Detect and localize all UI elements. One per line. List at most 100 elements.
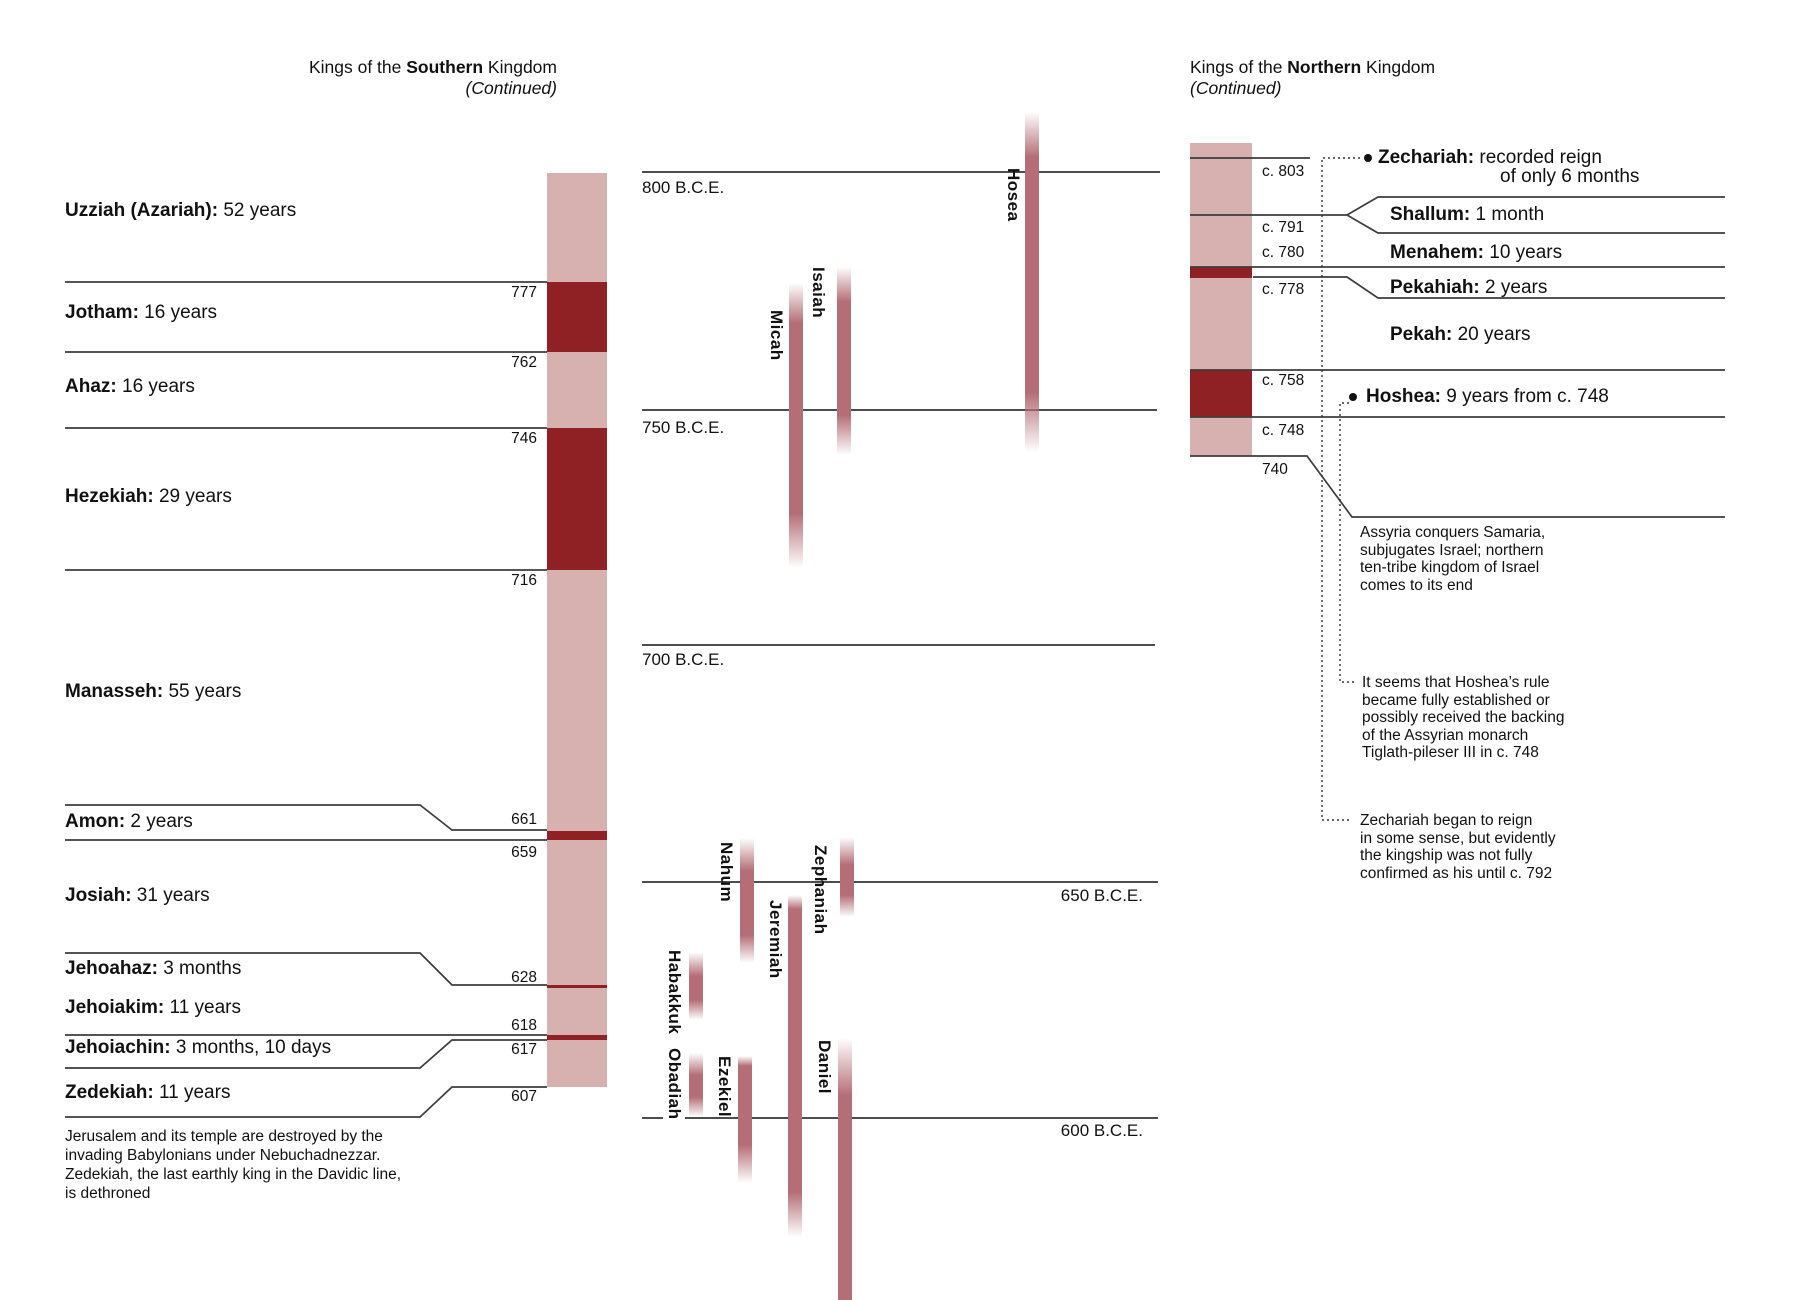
prophet-bar [738,1056,752,1183]
zechariah-dotted-connector [1321,157,1360,821]
hoshea-rule-note: It seems that Hoshea’s rule became fully … [1362,674,1564,762]
king-name: Zechariah: [1378,147,1475,168]
bce-label: 750 B.C.E. [642,418,725,437]
king-reign-length: 3 months, 10 days [170,1037,332,1058]
southern-reign-pink-segment [547,987,607,1035]
note-line: Zedekiah, the last earthly king in the D… [65,1166,402,1183]
king-name: Hezekiah: [65,486,154,507]
note-line: confirmed as his until c. 792 [1360,864,1553,882]
bce-label: 800 B.C.E. [642,178,725,197]
southern-title-line2: (Continued) [465,78,557,98]
note-line: comes to its end [1360,576,1473,594]
note-line: ten-tribe kingdom of Israel [1360,559,1540,576]
king-reign-length: 11 years [153,1082,231,1103]
line-c778 [1253,276,1725,299]
southern-date-label: 628 [511,969,537,986]
bce-label: 650 B.C.E. [1060,886,1143,905]
king-name: Ahaz: [65,376,117,397]
northern-date-label: c. 748 [1262,422,1305,439]
southern-reign-dark-red-segment [547,831,607,840]
king-reign-length: 52 years [218,200,297,221]
king-reign-length: 11 years [164,997,242,1018]
southern-reign-pink-segment [547,570,607,831]
southern-title-line1: Kings of the Southern Kingdom [308,57,557,77]
king-name: Uzziah (Azariah): [65,200,219,221]
southern-reign-dark-red-segment [547,282,607,352]
northern-date-label: c. 803 [1262,163,1305,180]
northern-king-label: Zechariah: recorded reign [1378,147,1602,169]
northern-king-label: Pekah: 20 years [1390,324,1530,346]
southern-king-label: Jehoiachin: 3 months, 10 days [65,1037,331,1059]
southern-reign-pink-segment [547,840,607,985]
southern-reign-dark-red-segment [547,1035,607,1040]
prophet-bar [1025,112,1039,452]
note-line: possibly received the backing [1362,709,1565,726]
prophet-bar [840,837,854,917]
prophet-bar [689,952,703,1020]
prophet-label: Isaiah [809,267,828,319]
northern-reign-pink-segment [1190,143,1252,267]
note-line: Assyria conquers Samaria, [1360,524,1546,541]
line-617 [65,1039,547,1069]
king-name: Jehoiachin: [65,1037,171,1058]
king-reign-length: 20 years [1452,324,1531,345]
northern-reign-pink-segment [1190,417,1252,456]
prophet-label: Ezekiel [715,1056,734,1118]
zechariah-bullet-icon [1364,154,1372,162]
southern-reign-dark-red-segment [547,428,607,570]
northern-title-line2: (Continued) [1190,78,1282,98]
prophet-bar [838,1038,852,1300]
northern-king-label-line2: of only 6 months [1500,166,1640,187]
king-name: Pekah: [1390,324,1453,345]
southern-king-label: Manasseh: 55 years [65,681,241,703]
king-reign-length: 31 years [131,885,210,906]
king-name: Jehoiakim: [65,997,165,1018]
note-line: in some sense, but evidently [1360,829,1556,847]
prophet-label: Jeremiah [766,900,785,979]
southern-king-label: Jehoiakim: 11 years [65,997,241,1019]
northern-king-label: Menahem: 10 years [1390,242,1562,264]
prophet-label: Hosea [1004,168,1023,222]
note-line: Zechariah began to reign [1360,812,1533,829]
northern-king-label: Pekahiah: 2 years [1390,277,1547,299]
prophet-bar [689,1053,703,1117]
northern-date-label: c. 778 [1262,281,1305,298]
note-line: the kingship was not fully [1360,847,1533,864]
southern-king-label: Amon: 2 years [65,811,193,833]
king-name: Shallum: [1390,204,1471,225]
king-name: Amon: [65,811,126,832]
prophet-label: Obadiah [665,1048,684,1120]
southern-king-label: Zedekiah: 11 years [65,1082,230,1104]
line-628 [65,952,547,986]
southern-date-label: 716 [511,572,537,589]
king-reign-length: 2 years [125,811,193,832]
king-name: Josiah: [65,885,132,906]
northern-date-label: c. 780 [1262,244,1305,261]
southern-king-label: Uzziah (Azariah): 52 years [65,200,296,222]
prophet-label: Daniel [815,1040,834,1095]
line-607 [65,1086,547,1118]
southern-callouts [65,281,547,1118]
northern-reign-dark-red-segment [1190,370,1252,417]
southern-reign-pink-segment [547,173,607,282]
note-line: Jerusalem and its temple are destroyed b… [65,1128,383,1145]
northern-date-label: c. 758 [1262,372,1305,389]
bce-label: 700 B.C.E. [642,650,725,669]
king-reign-length: 29 years [153,486,232,507]
line-661 [65,804,547,831]
hoshea-bullet-icon [1349,393,1357,401]
prophet-label: Zephaniah [811,845,830,935]
southern-reign-pink-segment [547,352,607,428]
king-reign-length: 55 years [163,681,242,702]
northern-date-label: 740 [1262,461,1288,478]
southern-king-label: Josiah: 31 years [65,885,210,907]
king-name: Jotham: [65,302,139,323]
king-reign-length: 9 years from c. 748 [1440,386,1609,407]
northern-kingdom-bar [1190,143,1252,456]
southern-king-label: Ahaz: 16 years [65,376,195,398]
king-reign-length: 3 months [157,958,242,979]
southern-reign-pink-segment [547,1040,607,1087]
